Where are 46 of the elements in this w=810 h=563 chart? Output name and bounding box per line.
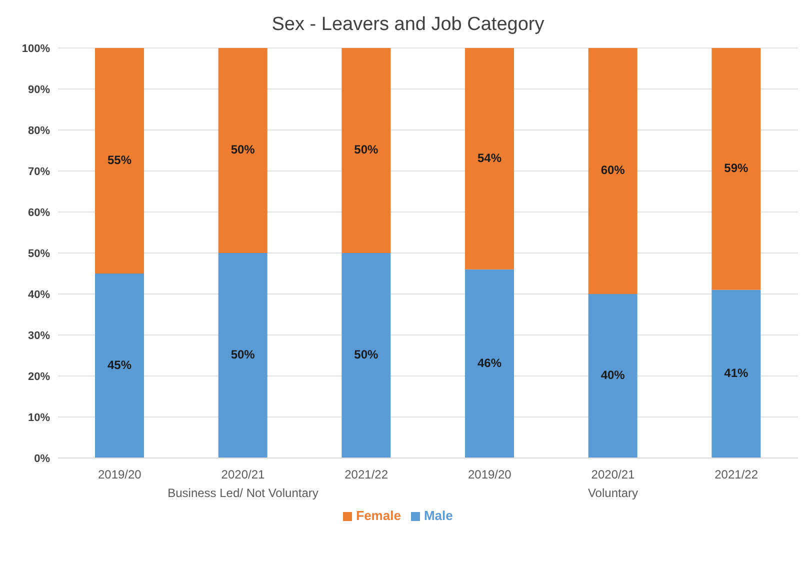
x-tick-label: 2019/20 (468, 468, 512, 482)
data-label: 50% (354, 142, 378, 157)
y-tick-label: 80% (28, 124, 50, 137)
legend-label: Female (356, 508, 401, 523)
data-label: 50% (354, 348, 378, 362)
data-label: 55% (107, 152, 132, 167)
data-label: 54% (477, 150, 502, 165)
bar (588, 294, 638, 458)
y-tick-label: 70% (28, 166, 50, 178)
bar (342, 253, 391, 458)
data-label: 40% (600, 368, 626, 382)
y-tick-label: 10% (28, 412, 50, 424)
bar (712, 290, 761, 458)
data-label: 50% (230, 142, 256, 157)
data-label: 59% (724, 161, 748, 176)
x-tick-label: 2020/21 (221, 468, 266, 482)
text: Voluntary (586, 486, 640, 500)
x-tick-label: 2019/20 (98, 468, 142, 482)
y-tick-label: 50% (28, 248, 50, 260)
bar (95, 274, 144, 458)
y-tick-label: 0% (34, 452, 50, 465)
y-tick-label: 20% (28, 370, 50, 383)
y-tick-label: 30% (28, 330, 50, 342)
bar (588, 48, 638, 294)
bar (95, 48, 144, 274)
x-tick-label: 2021/22 (344, 468, 388, 482)
x-tick-label: 2020/21 (591, 468, 636, 482)
bar (218, 48, 268, 253)
data-label: 45% (107, 358, 132, 372)
chart-title: Sex - Leavers and Job Category (270, 14, 546, 36)
data-label: 41% (724, 366, 748, 380)
y-tick-label: 100% (22, 42, 50, 55)
text: Business Led/ Not Voluntary (166, 486, 320, 500)
bar (465, 48, 514, 270)
bar (342, 48, 391, 253)
bar (218, 253, 268, 458)
bar (465, 269, 514, 458)
x-tick-label: 2021/22 (714, 468, 758, 482)
legend-label: Male (424, 508, 453, 523)
data-label: 46% (477, 356, 502, 370)
y-tick-label: 40% (28, 288, 50, 301)
bar (712, 48, 761, 290)
data-label: 50% (230, 348, 256, 362)
y-tick-label: 60% (28, 206, 50, 219)
y-tick-label: 90% (28, 84, 50, 96)
data-label: 60% (600, 163, 626, 178)
